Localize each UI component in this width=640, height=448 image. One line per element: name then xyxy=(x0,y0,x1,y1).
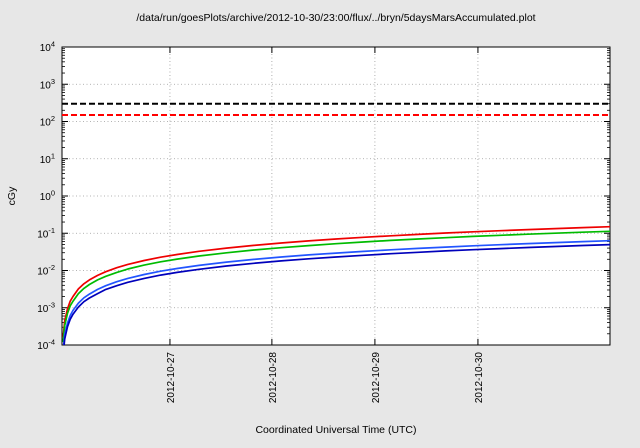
y-tick-label: 10-1 xyxy=(37,226,55,241)
x-tick-label: 2012-10-27 xyxy=(166,352,177,404)
y-tick-label: 10-3 xyxy=(37,300,55,315)
y-tick-label: 10-2 xyxy=(37,263,55,278)
x-tick-label: 2012-10-29 xyxy=(371,352,382,404)
x-axis-label: Coordinated Universal Time (UTC) xyxy=(255,424,416,436)
y-tick-label: 100 xyxy=(40,189,55,204)
series-blue-upper xyxy=(62,239,610,345)
y-tick-label: 104 xyxy=(40,40,55,55)
y-axis-label: cGy xyxy=(6,186,18,205)
x-tick-label: 2012-10-28 xyxy=(268,352,279,404)
x-tick-label: 2012-10-30 xyxy=(474,352,485,404)
y-tick-label: 103 xyxy=(40,77,55,92)
series-blue-lower xyxy=(63,243,610,345)
plot-title: /data/run/goesPlots/archive/2012-10-30/2… xyxy=(136,12,535,24)
series-red xyxy=(62,225,610,338)
y-tick-label: 102 xyxy=(40,114,55,129)
series-green xyxy=(62,230,610,343)
plot-border xyxy=(61,46,611,346)
y-tick-label: 101 xyxy=(40,151,55,166)
y-tick-label: 10-4 xyxy=(37,338,55,353)
